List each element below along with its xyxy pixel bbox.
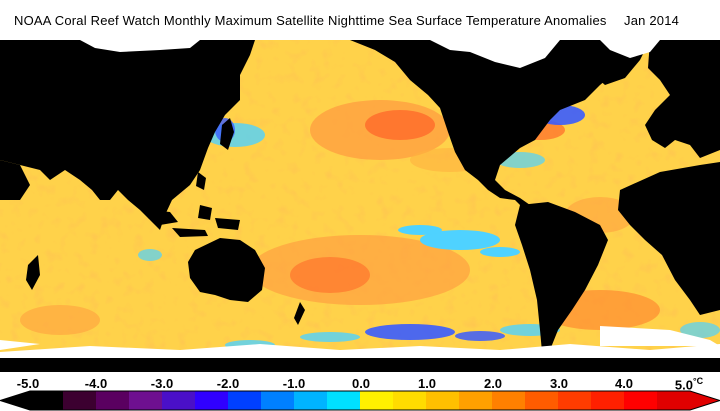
land-south-america [515, 202, 608, 352]
anomaly-cool-regions [83, 105, 720, 350]
map-date: Jan 2014 [624, 13, 680, 28]
colorbar-segment [228, 391, 262, 410]
colorbar-segment [294, 391, 328, 410]
tick-label: -5.0 [16, 376, 40, 391]
map-title: NOAA Coral Reef Watch Monthly Maximum Sa… [14, 13, 607, 28]
colorbar-segment [96, 391, 130, 410]
tick-label: -2.0 [216, 376, 240, 391]
colorbar-segment [459, 391, 493, 410]
colorbar-segment [30, 391, 64, 410]
colorbar-segment [558, 391, 592, 410]
land-north-america [350, 40, 640, 210]
tick-label: 0.0 [351, 376, 371, 391]
land-eurasia-east [645, 40, 720, 158]
colorbar-segment [657, 391, 691, 410]
tick-label: 4.0 [614, 376, 634, 391]
colorbar-outline [0, 390, 720, 411]
colorbar-segment [129, 391, 163, 410]
colorbar-segment [195, 391, 229, 410]
colorbar-scale [0, 390, 720, 411]
colorbar-segment [492, 391, 526, 410]
title-bar: NOAA Coral Reef Watch Monthly Maximum Sa… [0, 0, 720, 40]
colorbar-segment [327, 391, 361, 410]
colorbar-segment [624, 391, 658, 410]
colorbar-arrow-max [690, 391, 720, 410]
tick-label: -3.0 [150, 376, 174, 391]
land-australia [188, 238, 265, 302]
colorbar-segment [63, 391, 97, 410]
colorbar-segment [360, 391, 394, 410]
colorbar: -5.0 -4.0 -3.0 -2.0 -1.0 0.0 1.0 2.0 3.0… [0, 372, 720, 411]
sea-ice [0, 40, 720, 358]
tick-label: -4.0 [84, 376, 108, 391]
tick-label: 3.0 [549, 376, 569, 391]
colorbar-segment [426, 391, 460, 410]
colorbar-segment [525, 391, 559, 410]
land-eurasia-west [0, 40, 255, 230]
colorbar-segment [393, 391, 427, 410]
colorbar-arrow-min [0, 391, 30, 410]
colorbar-segment [261, 391, 295, 410]
tick-label: 2.0 [483, 376, 503, 391]
colorbar-segment [162, 391, 196, 410]
sst-anomaly-map [0, 40, 720, 372]
anomaly-warm-regions [20, 100, 660, 335]
land-africa [618, 162, 720, 315]
colorbar-segment [591, 391, 625, 410]
tick-label: 1.0 [417, 376, 437, 391]
tick-label: -1.0 [282, 376, 306, 391]
tick-label-max: 5.0°C [674, 376, 704, 393]
